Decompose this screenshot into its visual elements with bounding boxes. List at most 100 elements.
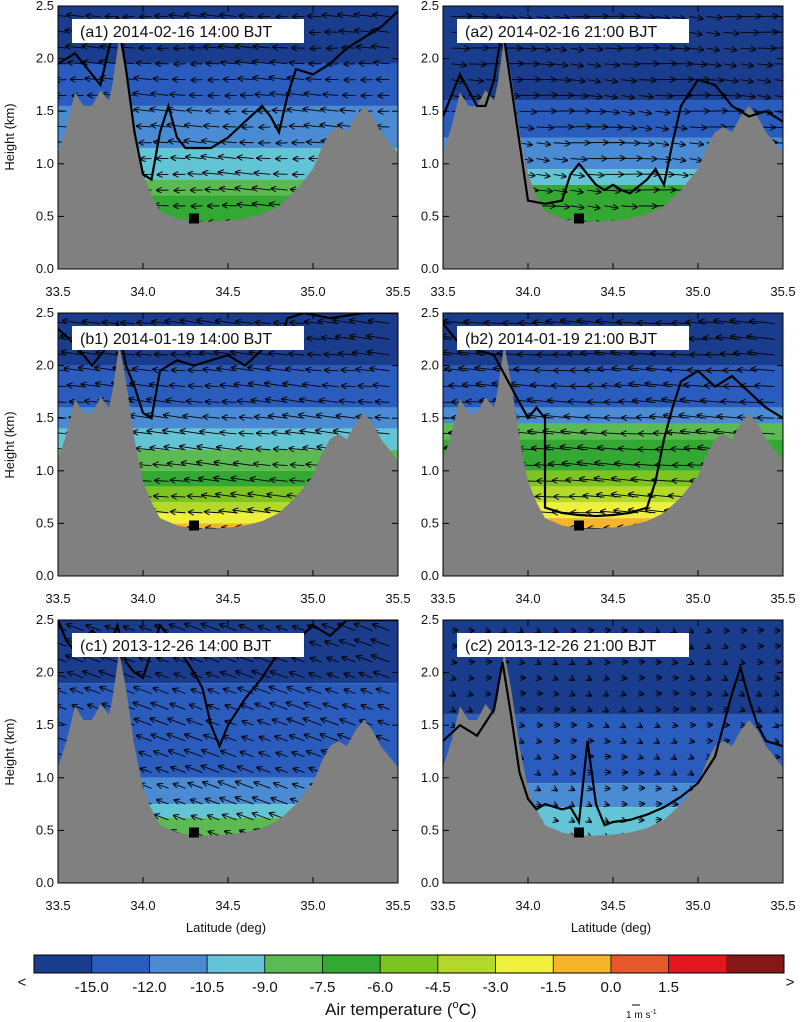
wind-arrow — [185, 14, 203, 16]
wind-arrow — [270, 703, 288, 710]
wind-arrow — [723, 95, 741, 96]
wind-arrow — [254, 464, 271, 466]
wind-arrow — [86, 625, 101, 631]
wind-arrow — [536, 48, 551, 50]
wind-arrow — [242, 737, 254, 742]
wind-arrow — [240, 752, 254, 758]
wind-arrow — [706, 80, 724, 81]
colorbar-title: Air temperature (oC) — [325, 999, 477, 1019]
colorbar-segment — [34, 955, 93, 973]
wind-arrow — [587, 64, 601, 66]
y-tick-label: 0.5 — [36, 515, 54, 530]
x-tick-label: 34.5 — [600, 284, 625, 299]
wind-arrow — [724, 386, 741, 387]
wind-arrow — [58, 689, 67, 695]
wind-arrow — [260, 737, 271, 741]
wind-arrow — [337, 416, 356, 418]
wind-arrow — [621, 206, 637, 207]
x-tick-label: 34.0 — [130, 284, 155, 299]
wind-arrow — [602, 433, 622, 434]
wind-arrow — [570, 95, 588, 96]
wind-arrow — [536, 143, 551, 145]
panel-title: (c2) 2013-12-26 21:00 BJT — [465, 638, 656, 655]
wind-arrow — [66, 656, 84, 663]
wind-arrow — [587, 95, 602, 97]
wind-arrow — [206, 189, 220, 190]
panel-label-box — [457, 19, 689, 43]
wind-arrow — [345, 690, 356, 694]
y-tick-label: 0.5 — [36, 208, 54, 223]
wind-arrow — [291, 465, 305, 466]
wind-arrow — [167, 400, 186, 402]
wind-arrow — [554, 354, 571, 355]
panel-a1: (a1) 2014-02-16 14:00 BJT 33.5 34.0 34.5 35.… — [36, 0, 411, 299]
wind-arrow — [155, 354, 169, 355]
wind-arrow — [135, 719, 152, 726]
wind-arrow — [240, 417, 254, 418]
wind-arrow — [325, 370, 339, 371]
wind-arrow — [724, 370, 741, 371]
wind-arrow — [266, 368, 288, 371]
wind-arrow — [171, 158, 186, 159]
wind-arrow — [311, 658, 322, 662]
wind-arrow — [451, 64, 466, 65]
station-marker — [574, 827, 584, 838]
wind-arrow — [134, 93, 152, 95]
wind-arrow — [344, 674, 356, 679]
wind-arrow — [136, 354, 152, 355]
wind-arrow — [187, 401, 203, 402]
wind-arrow — [502, 17, 516, 19]
colorbar-label: 0.0 — [600, 979, 621, 996]
wind-arrow — [748, 352, 775, 355]
wind-arrow — [120, 657, 135, 663]
wind-arrow — [638, 95, 653, 97]
wind-arrow — [588, 386, 605, 387]
wind-arrow — [275, 736, 288, 742]
wind-arrow — [133, 369, 152, 371]
wind-arrow — [707, 354, 724, 355]
wind-arrow — [723, 64, 736, 66]
wind-arrow — [253, 813, 271, 821]
wind-arrow — [588, 725, 593, 726]
y-tick-label: 2.0 — [421, 51, 439, 66]
x-tick-label: 33.5 — [45, 591, 70, 606]
wind-arrow — [536, 190, 552, 191]
wind-arrow — [287, 687, 305, 695]
wind-arrow — [67, 15, 84, 17]
wind-arrow — [274, 174, 288, 175]
x-tick-label: 34.5 — [600, 898, 625, 913]
wind-arrow — [170, 15, 186, 16]
wind-arrow — [135, 109, 152, 111]
wind-arrow — [622, 678, 627, 679]
colorbar-label: -7.5 — [310, 979, 336, 996]
x-tick-label: 34.0 — [130, 591, 155, 606]
station-marker — [574, 213, 584, 224]
wind-arrow — [58, 737, 67, 742]
wind-arrow — [672, 143, 685, 145]
wind-arrow — [238, 767, 254, 773]
wind-arrow — [134, 703, 152, 710]
wind-arrow — [217, 447, 237, 450]
wind-arrow — [171, 512, 186, 513]
wind-arrow — [374, 385, 390, 387]
wind-arrow — [239, 16, 254, 17]
wind-arrow — [617, 322, 639, 324]
wind-arrow — [240, 433, 254, 434]
boundary-layer-line — [443, 26, 783, 205]
wind-arrow — [355, 624, 373, 631]
colorbar-label: -12.0 — [132, 979, 166, 996]
wind-arrow — [68, 63, 84, 64]
wind-arrow — [325, 641, 339, 647]
wind-arrow — [718, 416, 741, 418]
wind-arrow — [545, 447, 571, 450]
wind-arrow — [189, 370, 203, 371]
wind-arrow — [587, 174, 604, 175]
wind-arrow — [170, 625, 186, 631]
wind-arrow — [378, 721, 390, 726]
wind-arrow — [157, 768, 169, 773]
wind-arrow — [238, 157, 254, 158]
wind-arrow — [376, 402, 390, 403]
wind-arrow — [140, 626, 152, 631]
y-tick-label: 1.0 — [421, 463, 439, 478]
wind-arrow — [723, 80, 738, 82]
